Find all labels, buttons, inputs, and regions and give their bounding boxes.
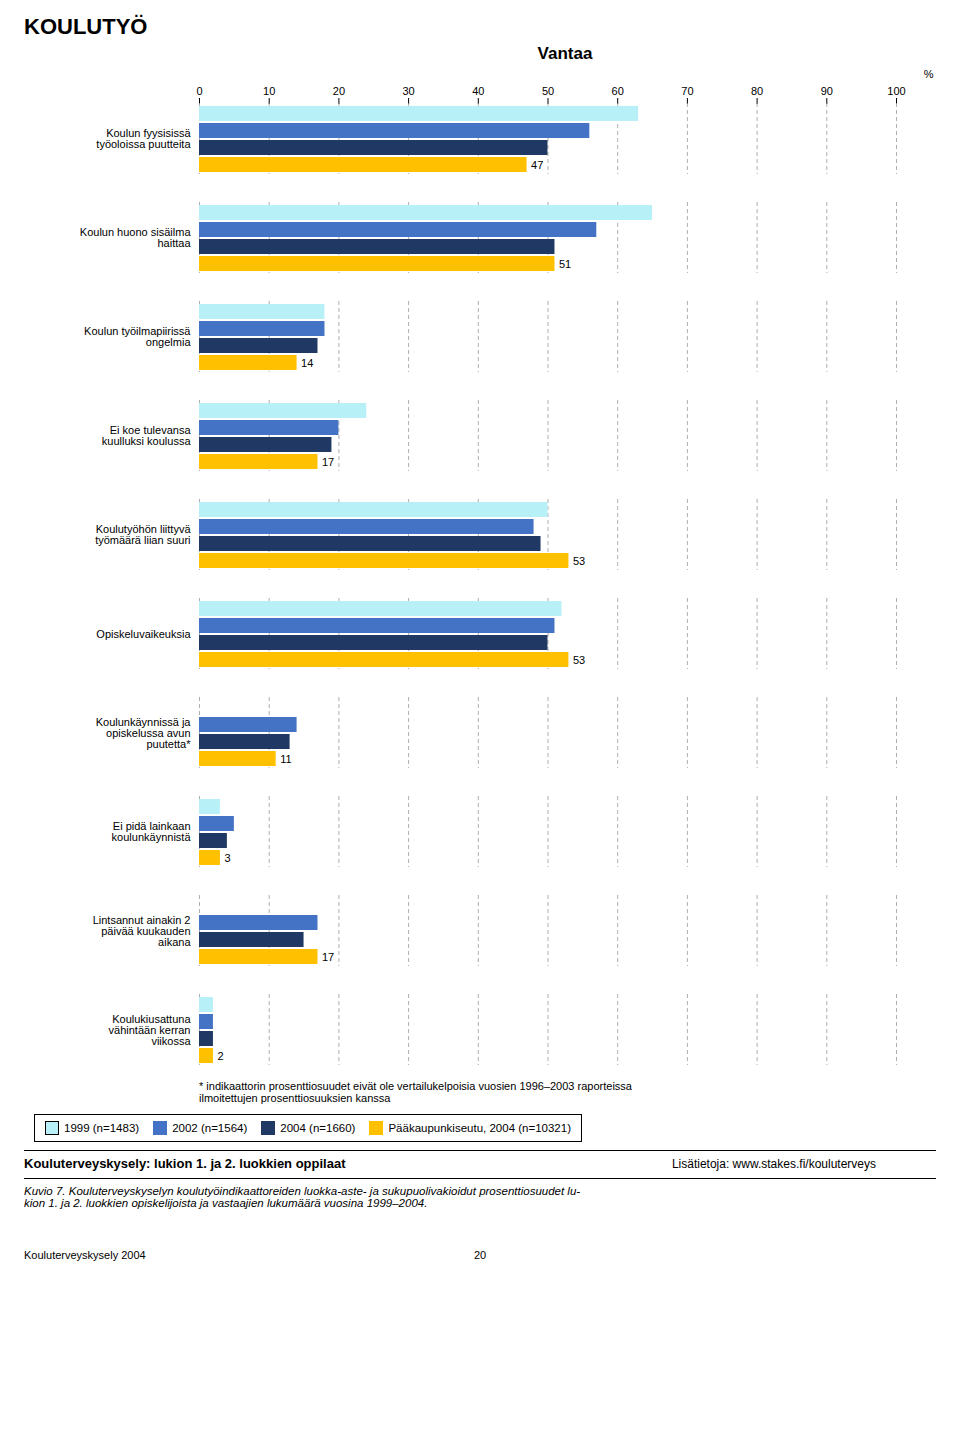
html-text:KOULUTYÖ: KOULUTYÖ — [24, 14, 148, 39]
svg-text:47: 47 — [531, 159, 543, 171]
svg-text:53: 53 — [573, 555, 585, 567]
svg-text:10: 10 — [263, 85, 275, 97]
svg-text:14: 14 — [301, 357, 313, 369]
svg-text:11: 11 — [280, 753, 291, 765]
svg-text:100: 100 — [887, 85, 905, 97]
html-text:2004 (n=1660): 2004 (n=1660) — [280, 1122, 356, 1134]
svg-text:2: 2 — [217, 1050, 223, 1062]
svg-text:60: 60 — [612, 85, 624, 97]
html-text:20: 20 — [473, 1249, 487, 1261]
svg-text:30: 30 — [402, 85, 414, 97]
svg-text:Ei pidä lainkaankoulunkäynnist: Ei pidä lainkaankoulunkäynnistä — [112, 820, 192, 843]
html-text:2002 (n=1564): 2002 (n=1564) — [172, 1122, 248, 1134]
svg-text:Koulun huono sisäilmahaittaa: Koulun huono sisäilmahaittaa — [80, 226, 192, 249]
svg-text:Koulun työilmapiirissäongelmia: Koulun työilmapiirissäongelmia — [84, 325, 191, 348]
html-text:Kouluterveyskysely: lukion 1.: Kouluterveyskysely: lukion 1. ja 2. luok… — [24, 1156, 346, 1171]
html-text:Lisätietoja: www.stakes.fi/kou: Lisätietoja: www.stakes.fi/kouluterveys — [671, 1157, 876, 1171]
svg-text:Koulukiusattunavähintään kerra: Koulukiusattunavähintään kerranviikossa — [109, 1013, 192, 1047]
html-text:Pääkaupunkiseutu, 2004 (n=1032: Pääkaupunkiseutu, 2004 (n=10321) — [388, 1122, 571, 1134]
html-text:Vantaa: Vantaa — [537, 44, 593, 63]
svg-text:90: 90 — [821, 85, 833, 97]
svg-text:53: 53 — [573, 654, 585, 666]
svg-text:3: 3 — [224, 852, 230, 864]
html-text:Kouluterveyskysely 2004: Kouluterveyskysely 2004 — [24, 1249, 146, 1261]
svg-text:70: 70 — [681, 85, 693, 97]
svg-text:Ei koe tulevansakuulluksi koul: Ei koe tulevansakuulluksi koulussa — [102, 424, 192, 447]
html-text:1999 (n=1483): 1999 (n=1483) — [64, 1122, 140, 1134]
html-text:Kuvio 7. Kouluterveyskyselyn k: Kuvio 7. Kouluterveyskyselyn koulutyöind… — [24, 1185, 581, 1209]
svg-text:40: 40 — [472, 85, 484, 97]
svg-text:Koulutyöhön liittyvätyömäärä l: Koulutyöhön liittyvätyömäärä liian suuri — [95, 523, 191, 546]
svg-text:20: 20 — [333, 85, 345, 97]
svg-text:Lintsannut ainakin 2päivää kuu: Lintsannut ainakin 2päivää kuukaudenaika… — [93, 914, 192, 948]
svg-text:Koulunkäynnissä jaopiskelussa: Koulunkäynnissä jaopiskelussa avunpuutet… — [96, 716, 192, 750]
svg-text:51: 51 — [559, 258, 571, 270]
svg-text:Koulun fyysisissätyöoloissa pu: Koulun fyysisissätyöoloissa puutteita — [96, 127, 191, 150]
svg-text:17: 17 — [322, 456, 334, 468]
svg-text:%: % — [924, 68, 934, 80]
svg-text:Opiskeluvaikeuksia: Opiskeluvaikeuksia — [96, 628, 191, 640]
html-text:* indikaattorin prosenttiosuud: * indikaattorin prosenttiosuudet eivät o… — [199, 1080, 632, 1104]
svg-text:50: 50 — [542, 85, 554, 97]
svg-text:80: 80 — [751, 85, 763, 97]
svg-text:17: 17 — [322, 951, 334, 963]
svg-text:0: 0 — [196, 85, 202, 97]
